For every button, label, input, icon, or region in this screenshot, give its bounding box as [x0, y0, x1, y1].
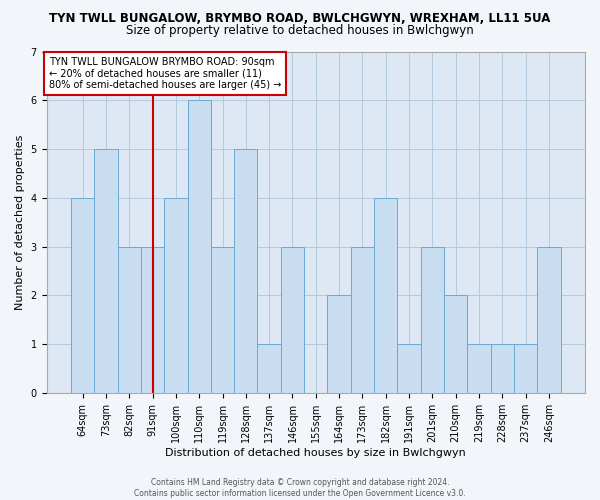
Bar: [118, 246, 141, 393]
Bar: [71, 198, 94, 393]
Bar: [421, 246, 444, 393]
Bar: [444, 296, 467, 393]
Bar: [188, 100, 211, 393]
Text: Contains HM Land Registry data © Crown copyright and database right 2024.
Contai: Contains HM Land Registry data © Crown c…: [134, 478, 466, 498]
Bar: [491, 344, 514, 393]
Bar: [94, 149, 118, 393]
Bar: [164, 198, 188, 393]
Bar: [257, 344, 281, 393]
Bar: [374, 198, 397, 393]
Text: Size of property relative to detached houses in Bwlchgwyn: Size of property relative to detached ho…: [126, 24, 474, 37]
Bar: [514, 344, 537, 393]
Bar: [281, 246, 304, 393]
Text: TYN TWLL BUNGALOW BRYMBO ROAD: 90sqm
← 20% of detached houses are smaller (11)
8: TYN TWLL BUNGALOW BRYMBO ROAD: 90sqm ← 2…: [49, 56, 281, 90]
Bar: [234, 149, 257, 393]
Bar: [211, 246, 234, 393]
Bar: [351, 246, 374, 393]
Bar: [537, 246, 560, 393]
Y-axis label: Number of detached properties: Number of detached properties: [15, 134, 25, 310]
X-axis label: Distribution of detached houses by size in Bwlchgwyn: Distribution of detached houses by size …: [166, 448, 466, 458]
Bar: [397, 344, 421, 393]
Bar: [141, 246, 164, 393]
Text: TYN TWLL BUNGALOW, BRYMBO ROAD, BWLCHGWYN, WREXHAM, LL11 5UA: TYN TWLL BUNGALOW, BRYMBO ROAD, BWLCHGWY…: [49, 12, 551, 26]
Bar: [467, 344, 491, 393]
Bar: [328, 296, 351, 393]
